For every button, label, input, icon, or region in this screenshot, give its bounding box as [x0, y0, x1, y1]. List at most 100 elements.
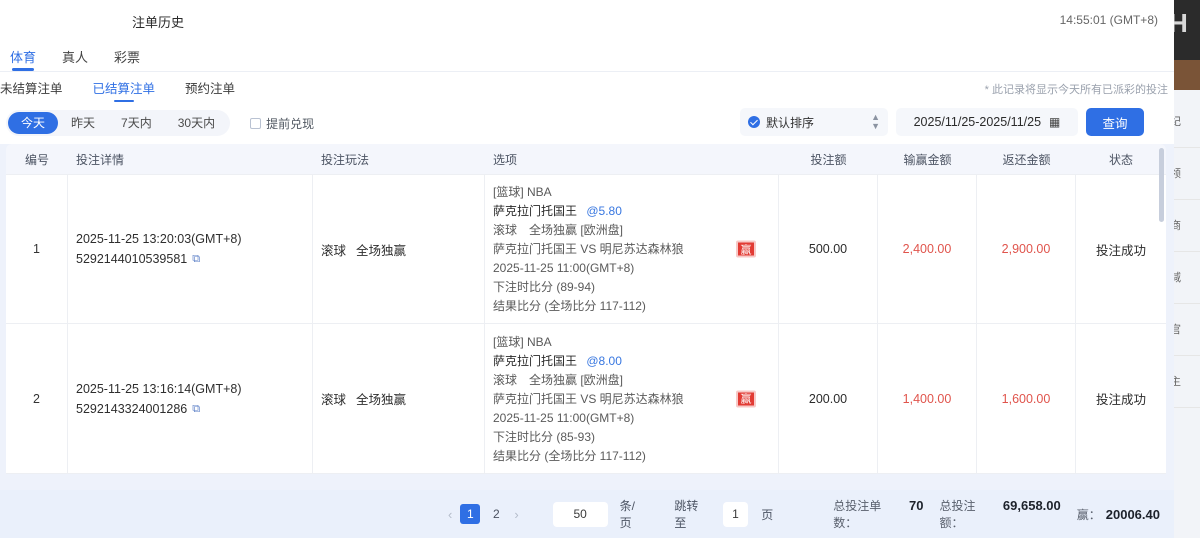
page-title: 注单历史: [132, 15, 185, 30]
cell-stake: 200.00: [779, 324, 878, 473]
selection-row: 萨克拉门托国王 @5.80: [493, 202, 684, 220]
background-list-item[interactable]: 官: [1166, 304, 1200, 356]
prev-page-button[interactable]: ‹: [448, 506, 453, 522]
cell-bet-detail: 2025-11-25 13:16:14(GMT+8) 5292143324001…: [68, 324, 313, 473]
page-size-select[interactable]: 50: [552, 501, 608, 527]
status-badge: 赢: [736, 240, 756, 258]
tab-live-casino[interactable]: 真人: [62, 50, 89, 65]
background-list-item[interactable]: 商: [1166, 200, 1200, 252]
table-scrollbar[interactable]: [1159, 148, 1164, 222]
jump-label: 跳转至: [674, 499, 699, 530]
table-row[interactable]: 2 2025-11-25 13:16:14(GMT+8) 52921433240…: [6, 324, 1166, 474]
col-header-no: 编号: [24, 152, 49, 167]
range-today-button[interactable]: 今天: [8, 112, 59, 134]
sort-select[interactable]: 默认排序 ▲ ▼: [740, 108, 888, 136]
option-details: [篮球] NBA 萨克拉门托国王 @8.00 滚球 全场独赢 [欧洲盘] 萨克拉…: [493, 333, 684, 465]
jump-page-input[interactable]: 1: [722, 501, 749, 527]
returned-amount: 1,600.00: [1001, 391, 1051, 406]
cell-winloss: 2,400.00: [878, 175, 977, 323]
stake-amount: 500.00: [808, 242, 848, 256]
page-button-2[interactable]: 2: [493, 507, 500, 521]
winloss-amount: 2,400.00: [902, 242, 952, 256]
stepper-arrows-icon[interactable]: ▲ ▼: [871, 112, 880, 131]
match-name: 萨克拉门托国王 VS 明尼苏达森林狼: [493, 391, 684, 406]
filter-bar: 今天 昨天 7天内 30天内 提前兑现 默认排序 ▲ ▼ 2025/11/25-2…: [0, 102, 1174, 144]
col-header-option: 选项: [493, 152, 518, 167]
selection-row: 萨克拉门托国王 @8.00: [493, 352, 684, 370]
sport-league: [篮球] NBA: [493, 185, 552, 199]
table-header-row: 编号 投注详情 投注玩法 选项 投注额 输赢金额 返还金额 状态: [6, 144, 1166, 174]
bet-time-score: 下注时比分 (85-93): [493, 429, 596, 444]
total-bets-count: 总投注单数： 70: [833, 497, 923, 531]
bet-id-row: 5292144010539581 ⧉: [76, 249, 200, 269]
odds-value: @5.80: [586, 204, 622, 218]
tab-settled-bets[interactable]: 已结算注单: [91, 82, 158, 102]
date-range-value: 2025/11/25-2025/11/25: [913, 115, 1042, 129]
tab-unsettled-bets[interactable]: 未结算注单: [0, 82, 63, 96]
range-yesterday-button[interactable]: 昨天: [71, 116, 96, 130]
date-range-segmented-control: 今天 昨天 7天内 30天内: [6, 110, 231, 136]
background-list-item[interactable]: 主: [1166, 356, 1200, 408]
final-score: 结果比分 (全场比分 117-112): [493, 448, 646, 463]
totals-summary: 总投注单数： 70 总投注额： 69,658.00 赢： 20006.40: [833, 497, 1160, 531]
tab-reserved-bets[interactable]: 预约注单: [185, 82, 236, 96]
market-name: 滚球 全场独赢 [欧洲盘]: [493, 372, 624, 387]
primary-tab-bar: 体育 真人 彩票: [0, 42, 1174, 72]
cell-no: 1: [6, 175, 68, 323]
total-stake: 总投注额： 69,658.00: [940, 497, 1061, 531]
odds-value: @8.00: [586, 353, 622, 368]
total-win: 赢： 20006.40: [1077, 506, 1160, 523]
background-list: 纪 领 商 减 官 主: [1166, 96, 1200, 408]
match-time: 2025-11-25 11:00(GMT+8): [493, 261, 635, 275]
tab-lottery[interactable]: 彩票: [114, 50, 141, 65]
returned-amount: 2,900.00: [1001, 242, 1051, 256]
page-button-1[interactable]: 1: [460, 504, 481, 524]
cell-no: 2: [6, 324, 68, 473]
bet-status: 投注成功: [1095, 243, 1146, 258]
option-details: [篮球] NBA 萨克拉门托国王 @5.80 滚球 全场独赢 [欧洲盘] 萨克拉…: [493, 183, 684, 315]
col-header-status: 状态: [1108, 152, 1133, 167]
bet-time: 2025-11-25 13:20:03(GMT+8): [76, 232, 242, 246]
total-win-value: 20006.40: [1105, 506, 1160, 522]
calendar-icon[interactable]: ▦: [1049, 115, 1061, 129]
row-index: 2: [33, 391, 40, 406]
info-note: * 此记录将显示今天所有已派彩的投注: [984, 84, 1168, 96]
checkbox-icon[interactable]: [250, 117, 262, 129]
background-list-item[interactable]: 领: [1166, 148, 1200, 200]
total-bets-value: 70: [909, 498, 924, 513]
play-name: 全场独赢: [356, 393, 407, 407]
final-score: 结果比分 (全场比分 117-112): [493, 299, 646, 313]
sport-league: [篮球] NBA: [493, 334, 552, 349]
winloss-amount: 1,400.00: [902, 391, 952, 406]
copy-icon[interactable]: ⧉: [192, 253, 201, 265]
selection-name: 萨克拉门托国王: [493, 204, 578, 218]
stake-amount: 200.00: [808, 391, 848, 406]
range-30days-button[interactable]: 30天内: [177, 116, 216, 130]
table-row[interactable]: 1 2025-11-25 13:20:03(GMT+8) 52921440105…: [6, 174, 1166, 324]
bets-table: 编号 投注详情 投注玩法 选项 投注额 输赢金额 返还金额 状态 1 2025-…: [0, 144, 1174, 490]
bet-time-score: 下注时比分 (89-94): [493, 280, 596, 294]
clock-display: 14:55:01 (GMT+8): [1059, 13, 1158, 27]
col-header-playtype: 投注玩法: [321, 152, 370, 167]
secondary-tab-bar: 未结算注单 已结算注单 预约注单 * 此记录将显示今天所有已派彩的投注: [0, 72, 1174, 102]
panel-header: 注单历史 14:55:01 (GMT+8): [0, 0, 1174, 42]
cashout-checkbox[interactable]: 提前兑现: [250, 115, 314, 132]
table-body: 1 2025-11-25 13:20:03(GMT+8) 52921440105…: [6, 174, 1166, 474]
date-range-picker[interactable]: 2025/11/25-2025/11/25 ▦: [896, 108, 1078, 136]
background-list-item[interactable]: 纪: [1166, 96, 1200, 148]
col-header-winloss: 输赢金额: [903, 152, 952, 167]
background-list-item[interactable]: 减: [1166, 252, 1200, 304]
check-circle-icon: [748, 116, 760, 128]
cell-bet-detail: 2025-11-25 13:20:03(GMT+8) 5292144010539…: [68, 175, 313, 323]
bet-status: 投注成功: [1095, 393, 1146, 407]
play-type: 滚球: [321, 243, 347, 258]
bet-id: 5292144010539581: [76, 252, 188, 266]
range-7days-button[interactable]: 7天内: [121, 116, 152, 130]
query-button[interactable]: 查询: [1086, 108, 1144, 136]
market-name: 滚球 全场独赢 [欧洲盘]: [493, 223, 624, 237]
tab-sports[interactable]: 体育: [8, 51, 38, 71]
next-page-button[interactable]: ›: [514, 506, 519, 522]
copy-icon[interactable]: ⧉: [192, 402, 201, 415]
total-stake-value: 69,658.00: [1002, 498, 1061, 513]
